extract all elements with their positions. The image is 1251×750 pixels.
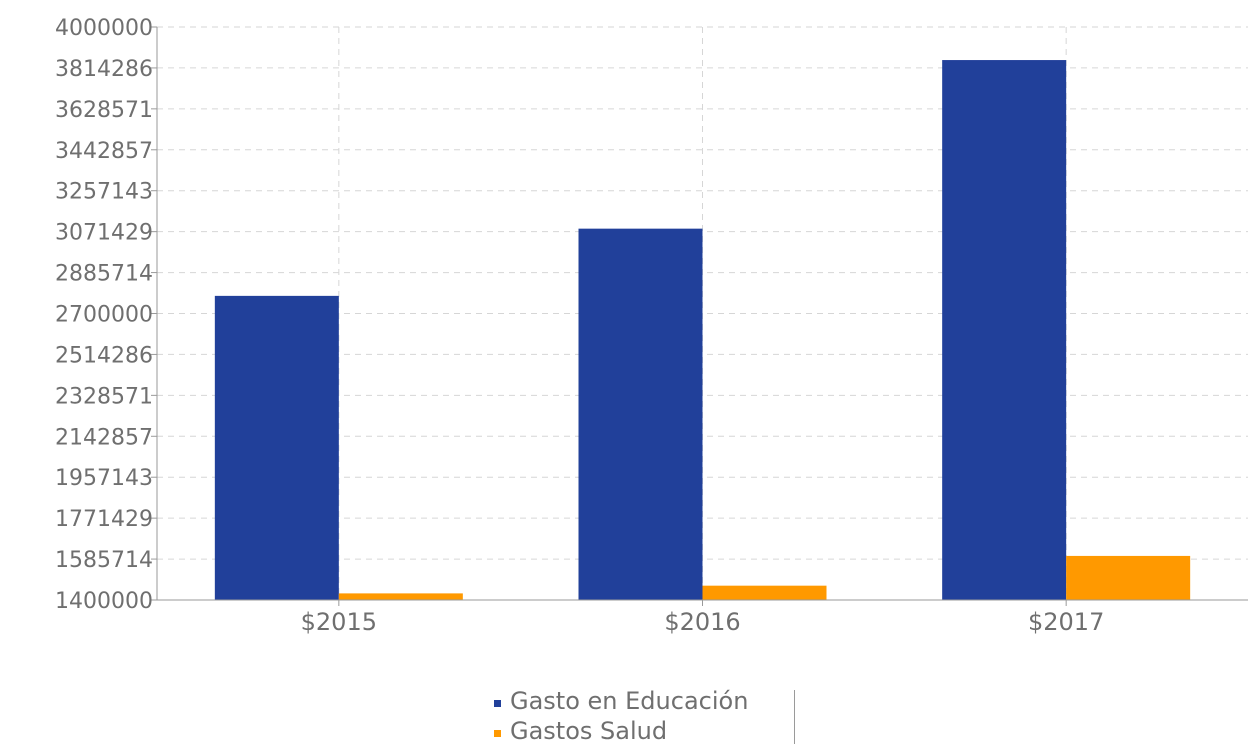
bar-education-2015[interactable] xyxy=(214,295,339,600)
y-tick-label: 2142857 xyxy=(55,425,153,450)
y-tick-label: 3071429 xyxy=(55,221,153,246)
y-tick-label: 1957143 xyxy=(55,466,153,491)
bar-education-2016[interactable] xyxy=(578,228,703,600)
y-tick-label: 2514286 xyxy=(55,343,153,368)
y-tick-label: 2700000 xyxy=(55,303,153,328)
y-tick-label: 2885714 xyxy=(55,262,153,287)
x-axis-ticks: $2015 $2016 $2017 xyxy=(301,600,1104,636)
y-tick-label: 3628571 xyxy=(55,98,153,123)
bar-education-2017[interactable] xyxy=(942,60,1067,601)
legend-item-education[interactable]: Gasto en Educación xyxy=(494,686,748,716)
y-tick-label: 4000000 xyxy=(55,16,153,41)
legend: Gasto en Educación Gastos Salud xyxy=(494,686,795,746)
y-tick-label: 1400000 xyxy=(55,589,153,614)
x-tick-label: $2016 xyxy=(664,608,740,636)
legend-item-health[interactable]: Gastos Salud xyxy=(494,716,667,746)
y-tick-label: 2328571 xyxy=(55,384,153,409)
x-tick-label: $2017 xyxy=(1028,608,1104,636)
bar-health-2016[interactable] xyxy=(702,585,827,600)
bar-health-2017[interactable] xyxy=(1066,555,1191,600)
x-tick-label: $2015 xyxy=(301,608,377,636)
legend-swatch-education xyxy=(494,699,501,707)
legend-swatch-health xyxy=(494,729,501,737)
y-tick-label: 3442857 xyxy=(55,139,153,164)
legend-label-education: Gasto en Educación xyxy=(510,687,749,715)
legend-border xyxy=(794,690,795,744)
y-tick-label: 3814286 xyxy=(55,57,153,82)
y-axis-ticks: 1400000 1585714 1771429 1957143 2142857 23285… xyxy=(55,16,157,614)
legend-label-health: Gastos Salud xyxy=(510,717,668,745)
bar-health-2015[interactable] xyxy=(338,593,463,600)
bars xyxy=(214,60,1191,601)
y-tick-label: 3257143 xyxy=(55,180,153,205)
y-tick-label: 1585714 xyxy=(55,548,153,573)
y-tick-label: 1771429 xyxy=(55,507,153,532)
